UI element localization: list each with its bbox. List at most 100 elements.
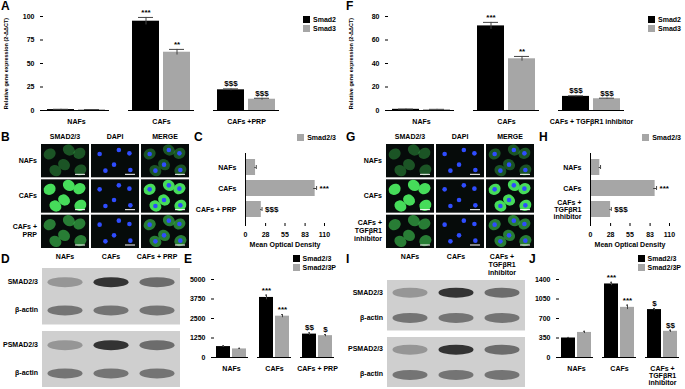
- svg-text:2500: 2500: [190, 315, 206, 322]
- html-text:β-actin: β-actin: [360, 313, 383, 321]
- svg-text:***: ***: [660, 184, 670, 193]
- svg-text:CAFs + TGFβR1 inhibitor: CAFs + TGFβR1 inhibitor: [550, 118, 634, 126]
- svg-text:***: ***: [623, 296, 633, 305]
- svg-text:0: 0: [31, 107, 35, 114]
- svg-text:$: $: [652, 299, 657, 308]
- html-text:Smad2: Smad2: [313, 16, 336, 23]
- svg-text:NAFs: NAFs: [563, 164, 581, 171]
- svg-text:$$: $$: [666, 321, 675, 330]
- svg-text:CAFs: CAFs: [497, 118, 515, 125]
- svg-text:0: 0: [202, 354, 206, 361]
- svg-text:50: 50: [27, 60, 35, 67]
- svg-text:83: 83: [646, 231, 654, 238]
- svg-text:110: 110: [664, 231, 675, 238]
- svg-text:NAFs: NAFs: [222, 365, 240, 372]
- html-text:CAFs + TGFβR1 inhibitor: CAFs + TGFβR1 inhibitor: [488, 253, 516, 276]
- svg-text:110: 110: [319, 231, 330, 238]
- html-text:Smad2/3P: Smad2/3P: [302, 264, 336, 271]
- svg-text:CAFs: CAFs: [610, 365, 628, 372]
- html-text:SMAD2/3: SMAD2/3: [352, 288, 383, 296]
- svg-text:1050: 1050: [535, 295, 551, 302]
- svg-text:0: 0: [589, 231, 593, 238]
- svg-text:83: 83: [301, 231, 309, 238]
- html-text:β-actin: β-actin: [15, 368, 38, 376]
- html-text:Smad3: Smad3: [658, 25, 681, 32]
- html-text:A: A: [1, 0, 10, 13]
- svg-text:5000: 5000: [190, 276, 206, 283]
- svg-text:**: **: [519, 47, 526, 56]
- html-text:H: H: [539, 130, 548, 144]
- svg-text:60: 60: [372, 36, 380, 43]
- html-text:PSMAD2/3: PSMAD2/3: [348, 345, 383, 353]
- html-text:Smad2/3: Smad2/3: [307, 134, 336, 141]
- svg-text:40: 40: [372, 60, 380, 67]
- html-text:B: B: [1, 130, 10, 144]
- html-text:PSMAD2/3: PSMAD2/3: [3, 340, 38, 348]
- svg-text:55: 55: [626, 231, 634, 238]
- html-text:E: E: [184, 252, 192, 266]
- svg-text:28: 28: [607, 231, 615, 238]
- svg-text:CAFs +TGFβR1inhibitor: CAFs +TGFβR1inhibitor: [649, 365, 677, 386]
- html-text:CAFs + TGFβR1 inhibitor: CAFs + TGFβR1 inhibitor: [354, 219, 382, 243]
- svg-text:CAFs +PRP: CAFs +PRP: [227, 118, 266, 125]
- svg-text:$$$: $$$: [255, 89, 269, 98]
- html-text:NAFs: NAFs: [363, 156, 382, 164]
- svg-text:80: 80: [372, 13, 380, 20]
- svg-text:***: ***: [141, 8, 151, 17]
- html-text:Smad2/3: Smad2/3: [302, 255, 332, 262]
- svg-text:NAFs: NAFs: [218, 164, 236, 171]
- svg-text:100: 100: [23, 13, 35, 20]
- html-text:D: D: [1, 252, 10, 266]
- svg-text:$$$: $$$: [224, 79, 238, 88]
- svg-text:NAFs: NAFs: [412, 118, 430, 125]
- svg-text:1400: 1400: [535, 276, 551, 283]
- svg-text:25: 25: [27, 83, 35, 90]
- svg-text:55: 55: [281, 231, 289, 238]
- html-text:β-actin: β-actin: [15, 306, 38, 314]
- svg-text:0: 0: [244, 231, 248, 238]
- svg-text:3750: 3750: [190, 295, 206, 302]
- svg-text:**: **: [174, 40, 181, 49]
- svg-text:NAFs: NAFs: [67, 118, 85, 125]
- svg-text:CAFs + PRP: CAFs + PRP: [297, 365, 338, 372]
- svg-text:700: 700: [539, 315, 551, 322]
- svg-text:***: ***: [486, 13, 496, 22]
- svg-text:350: 350: [539, 334, 551, 341]
- html-text:NAFs: NAFs: [18, 156, 37, 164]
- svg-text:***: ***: [320, 184, 330, 193]
- svg-text:Mean Optical Density: Mean Optical Density: [595, 241, 666, 249]
- svg-text:28: 28: [262, 231, 270, 238]
- svg-text:0: 0: [376, 107, 380, 114]
- svg-text:CAFs + PRP: CAFs + PRP: [196, 206, 237, 213]
- svg-text:CAFs: CAFs: [265, 365, 283, 372]
- svg-text:***: ***: [607, 273, 617, 282]
- svg-text:CAFs: CAFs: [152, 118, 170, 125]
- svg-text:75: 75: [27, 36, 35, 43]
- svg-text:$$$: $$$: [569, 86, 583, 95]
- svg-text:CAFs: CAFs: [218, 185, 236, 192]
- svg-text:Mean Optical Density: Mean Optical Density: [250, 241, 321, 249]
- svg-text:$$$: $$$: [265, 205, 279, 214]
- svg-text:0: 0: [547, 354, 551, 361]
- html-text:F: F: [346, 0, 354, 13]
- svg-text:***: ***: [262, 286, 272, 295]
- svg-text:$$: $$: [305, 323, 314, 332]
- svg-text:$$$: $$$: [614, 205, 628, 214]
- svg-text:20: 20: [372, 83, 380, 90]
- svg-text:Relative gene expression (2-ΔΔ: Relative gene expression (2-ΔΔCT): [3, 18, 9, 110]
- svg-text:$: $: [323, 325, 328, 334]
- svg-text:1250: 1250: [190, 334, 206, 341]
- svg-text:NAFs: NAFs: [567, 365, 585, 372]
- html-text:β-actin: β-actin: [360, 370, 383, 378]
- svg-text:***: ***: [278, 305, 288, 314]
- html-text:G: G: [346, 130, 356, 144]
- svg-text:$$$: $$$: [600, 89, 614, 98]
- svg-text:CAFs: CAFs: [563, 185, 581, 192]
- html-text:CAFs + PRP: CAFs + PRP: [12, 223, 37, 239]
- svg-text:CAFs +TGFβR1inhibitor: CAFs +TGFβR1inhibitor: [554, 199, 582, 220]
- html-text:Smad3: Smad3: [313, 25, 336, 32]
- svg-text:Relative gene expression (2-ΔΔ: Relative gene expression (2-ΔΔCT): [348, 18, 354, 110]
- html-text:Smad2: Smad2: [658, 16, 681, 23]
- html-text:SMAD2/3: SMAD2/3: [7, 278, 38, 286]
- html-text:C: C: [194, 130, 203, 144]
